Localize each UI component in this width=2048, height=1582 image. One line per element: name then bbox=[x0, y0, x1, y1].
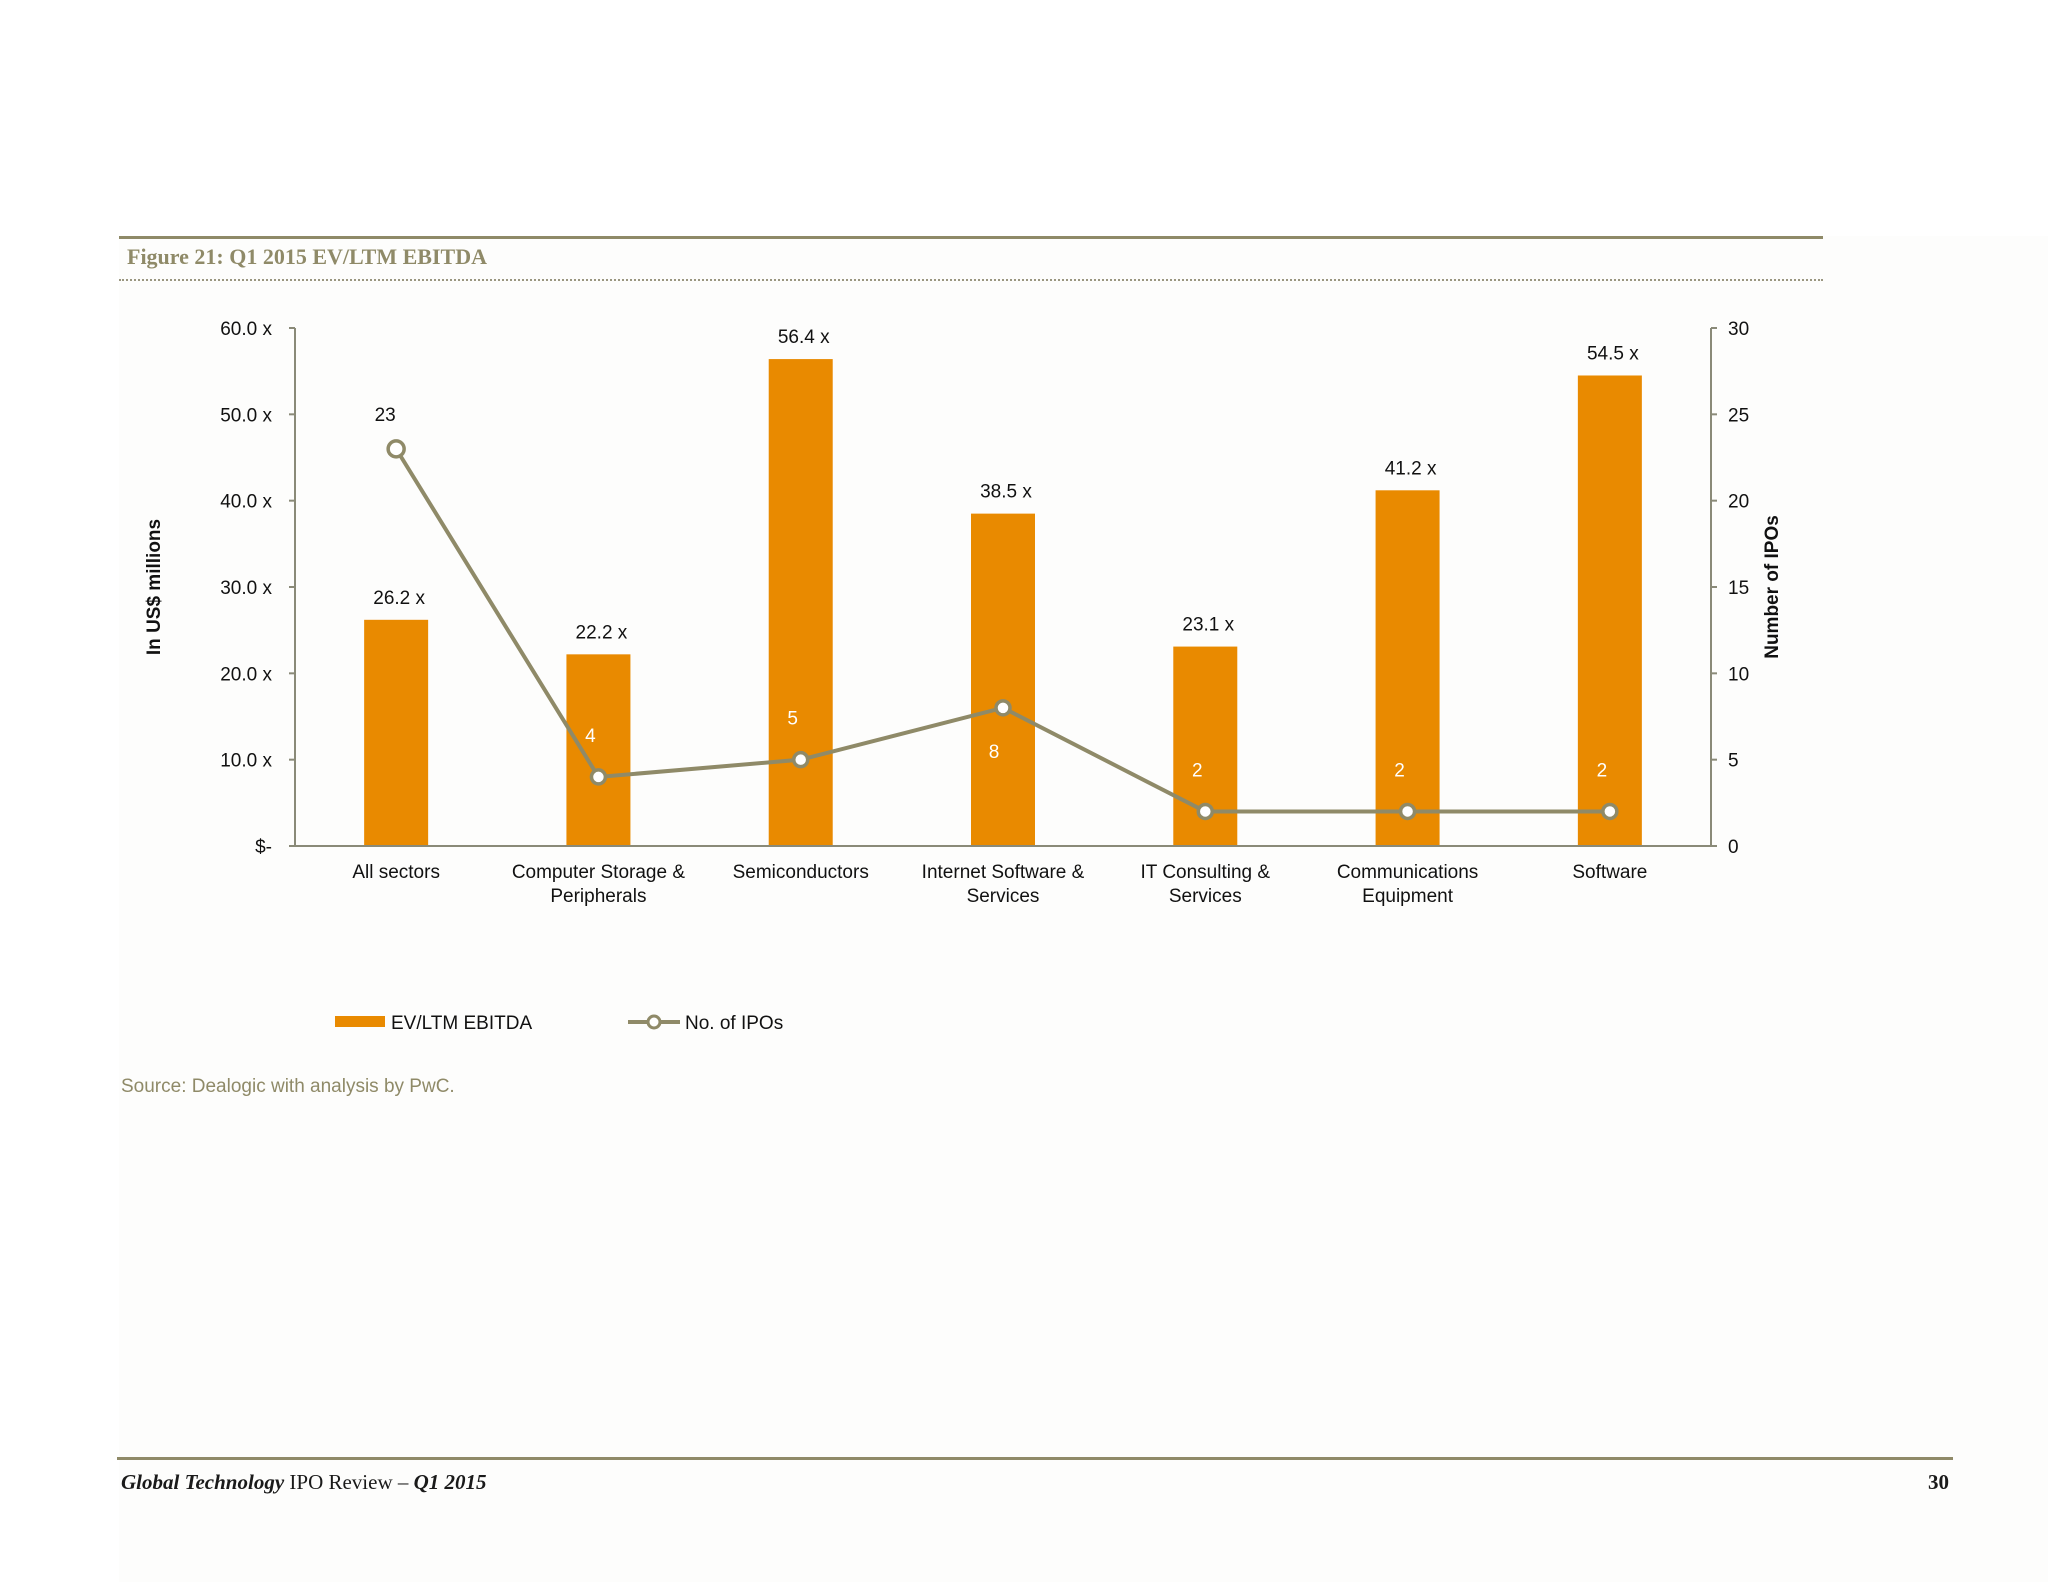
category-label-6: Software bbox=[1572, 862, 1647, 883]
source-note: Source: Dealogic with analysis by PwC. bbox=[121, 1076, 455, 1097]
y-tick-label-left: $- bbox=[255, 837, 272, 858]
title-dotted-rule bbox=[119, 279, 1823, 281]
y-tick-label-right: 15 bbox=[1728, 578, 1749, 599]
footer-title: Global Technology IPO Review – Q1 2015 bbox=[121, 1470, 487, 1495]
bar-0 bbox=[364, 619, 429, 846]
bar-5 bbox=[1375, 490, 1440, 846]
footer-title-mid: IPO Review – bbox=[284, 1470, 414, 1494]
ipo-value-label-2: 5 bbox=[787, 709, 798, 730]
y-tick-label-right: 5 bbox=[1728, 751, 1739, 772]
y-tick-label-left: 10.0 x bbox=[220, 751, 272, 772]
bar-value-label-4: 23.1 x bbox=[1182, 615, 1234, 636]
footer-title-italic: Global Technology bbox=[121, 1470, 285, 1494]
category-label-5: Communications bbox=[1337, 862, 1479, 883]
chart: $- 10.0 x 20.0 x 30.0 x 40.0 x 50.0 x 60.0 x 0 5… bbox=[144, 319, 1783, 1034]
footer-period: Q1 2015 bbox=[413, 1470, 487, 1494]
y-tick-label-right: 10 bbox=[1728, 664, 1749, 685]
footer-rule bbox=[117, 1457, 1953, 1460]
bar-value-label-2: 56.4 x bbox=[778, 327, 830, 348]
y-axis-title-left: In US$ millions bbox=[144, 519, 165, 655]
category-label-4: Services bbox=[1169, 886, 1242, 907]
y-tick-label-left: 50.0 x bbox=[220, 405, 272, 426]
bar-2 bbox=[768, 359, 833, 846]
ipo-value-label-0: 23 bbox=[375, 405, 396, 426]
y-tick-label-right: 30 bbox=[1728, 319, 1749, 340]
bar-value-label-3: 38.5 x bbox=[980, 482, 1032, 503]
bar-3 bbox=[971, 513, 1035, 846]
legend-label-line: No. of IPOs bbox=[685, 1013, 783, 1034]
y-tick-label-left: 30.0 x bbox=[220, 578, 272, 599]
category-label-0: All sectors bbox=[352, 862, 440, 883]
page-background bbox=[119, 236, 2048, 1582]
bar-value-label-1: 22.2 x bbox=[576, 622, 628, 643]
y-axis-title-right: Number of IPOs bbox=[1762, 515, 1783, 659]
ipo-point-1 bbox=[589, 768, 608, 786]
page-number: 30 bbox=[1928, 1470, 1949, 1494]
y-tick-label-left: 40.0 x bbox=[220, 492, 272, 513]
category-label-5: Equipment bbox=[1362, 886, 1454, 907]
bar-value-label-5: 41.2 x bbox=[1385, 458, 1437, 479]
y-tick-label-right: 0 bbox=[1728, 837, 1739, 858]
ipo-value-label-1: 4 bbox=[585, 726, 596, 747]
ipo-value-label-3: 8 bbox=[989, 742, 1000, 763]
category-label-4: IT Consulting & bbox=[1141, 862, 1271, 883]
bar-6 bbox=[1577, 375, 1642, 846]
ipo-value-label-5: 2 bbox=[1394, 760, 1405, 781]
ipo-value-label-6: 2 bbox=[1597, 760, 1608, 781]
y-tick-label-left: 20.0 x bbox=[220, 664, 272, 685]
ipo-point-3 bbox=[994, 699, 1012, 717]
ipo-point-5 bbox=[1398, 802, 1417, 821]
figure-title: Figure 21: Q1 2015 EV/LTM EBITDA bbox=[127, 244, 487, 269]
ipo-point-4 bbox=[1196, 802, 1215, 821]
bar-value-label-0: 26.2 x bbox=[373, 588, 425, 609]
legend-swatch-bar bbox=[335, 1016, 385, 1027]
category-label-3: Services bbox=[967, 886, 1040, 907]
category-label-1: Computer Storage & bbox=[512, 862, 686, 883]
ipo-point-0 bbox=[386, 439, 406, 459]
ipo-value-label-4: 2 bbox=[1192, 760, 1203, 781]
legend-label-bar: EV/LTM EBITDA bbox=[391, 1013, 532, 1034]
bar-value-label-6: 54.5 x bbox=[1587, 343, 1639, 364]
bar-1 bbox=[566, 654, 631, 846]
y-tick-label-right: 25 bbox=[1728, 405, 1749, 426]
category-label-1: Peripherals bbox=[550, 886, 646, 907]
y-tick-label-right: 20 bbox=[1728, 492, 1749, 513]
y-tick-label-left: 60.0 x bbox=[220, 319, 272, 340]
legend-swatch-marker bbox=[646, 1014, 662, 1030]
top-rule bbox=[119, 236, 1823, 239]
category-label-2: Semiconductors bbox=[733, 862, 869, 883]
ipo-point-2 bbox=[791, 750, 810, 769]
ipo-point-6 bbox=[1601, 802, 1619, 821]
category-label-3: Internet Software & bbox=[922, 862, 1085, 883]
